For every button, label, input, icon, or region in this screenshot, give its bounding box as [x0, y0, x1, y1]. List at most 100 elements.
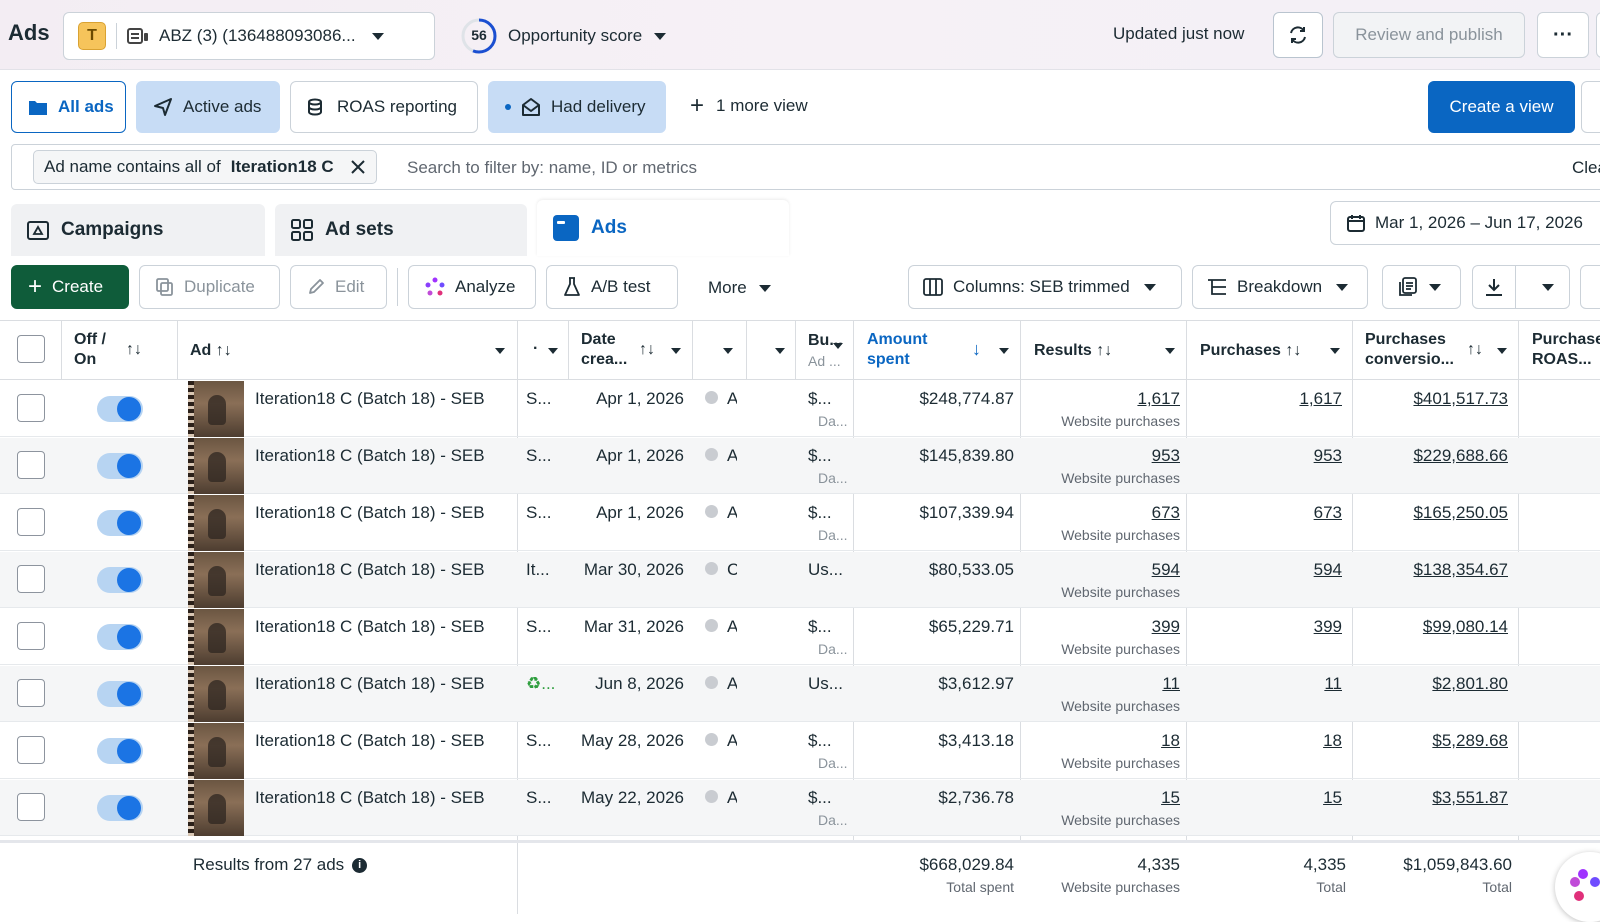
purchases-conversion-value[interactable]: $401,517.73 [1413, 389, 1508, 408]
purchases-value[interactable]: 673 [1313, 503, 1342, 522]
ad-thumbnail[interactable] [188, 381, 244, 437]
purchases-conversion-value[interactable]: $165,250.05 [1413, 503, 1508, 522]
opportunity-score-dropdown[interactable]: Opportunity score [508, 26, 667, 46]
table-row[interactable]: Iteration18 C (Batch 18) - SEB S... May 28… [0, 723, 1600, 779]
header-ad[interactable]: Ad ↑↓ [190, 341, 232, 361]
row-checkbox[interactable] [17, 679, 45, 707]
results-value[interactable]: 18 [1161, 731, 1180, 750]
purchases-value[interactable]: 15 [1323, 788, 1342, 807]
ad-name-link[interactable]: Iteration18 C (Batch 18) - SEB [255, 788, 485, 807]
view-had-delivery[interactable]: Had delivery [488, 81, 666, 133]
export-button-group[interactable] [1472, 265, 1570, 309]
close-icon[interactable] [350, 159, 366, 175]
account-selector[interactable]: T ABZ (3) (136488093086... [63, 12, 435, 60]
export-options-button[interactable] [1526, 283, 1569, 291]
purchases-conversion-value[interactable]: $138,354.67 [1413, 560, 1508, 579]
views-overflow-button[interactable] [1581, 81, 1600, 133]
purchases-conversion-value[interactable]: $5,289.68 [1432, 731, 1508, 750]
row-checkbox[interactable] [17, 565, 45, 593]
clear-filters-link[interactable]: Clea [1572, 158, 1600, 177]
header-purchases-conversion[interactable]: Purchases conversio... [1365, 330, 1454, 370]
ad-name-link[interactable]: Iteration18 C (Batch 18) - SEB [255, 617, 485, 636]
date-range-picker[interactable]: Mar 1, 2026 – Jun 17, 2026 [1330, 201, 1600, 245]
chevron-down-icon[interactable] [1497, 348, 1507, 354]
table-row[interactable]: Iteration18 C (Batch 18) - SEB S... May 22… [0, 780, 1600, 836]
sort-icon[interactable]: ↑↓ [639, 341, 655, 358]
row-checkbox[interactable] [17, 622, 45, 650]
chevron-down-icon[interactable] [723, 348, 733, 354]
chevron-down-icon[interactable] [999, 348, 1009, 354]
ad-thumbnail[interactable] [188, 609, 244, 665]
purchases-conversion-value[interactable]: $2,801.80 [1432, 674, 1508, 693]
chevron-down-icon[interactable] [1330, 348, 1340, 354]
columns-dropdown[interactable]: Columns: SEB trimmed [908, 265, 1182, 309]
ad-name-link[interactable]: Iteration18 C (Batch 18) - SEB [255, 674, 485, 693]
create-view-button[interactable]: Create a view [1428, 81, 1575, 133]
more-views-button[interactable]: + 1 more view [690, 94, 808, 118]
sort-icon[interactable]: ↑↓ [126, 341, 142, 358]
purchases-value[interactable]: 1,617 [1299, 389, 1342, 408]
header-off-on[interactable]: Off / On [74, 330, 106, 370]
filter-search-input[interactable]: Search to filter by: name, ID or metrics [407, 158, 698, 177]
chevron-down-icon[interactable] [671, 348, 681, 354]
results-value[interactable]: 953 [1151, 446, 1180, 465]
ad-status-toggle[interactable] [97, 396, 143, 422]
view-active-ads[interactable]: Active ads [136, 81, 280, 133]
row-checkbox[interactable] [17, 793, 45, 821]
purchases-conversion-value[interactable]: $229,688.66 [1413, 446, 1508, 465]
tab-ads[interactable]: Ads [537, 200, 789, 256]
more-actions-dropdown[interactable]: More [708, 278, 771, 298]
ad-thumbnail[interactable] [188, 780, 244, 836]
filter-chip[interactable]: Ad name contains all of Iteration18 C [33, 150, 377, 184]
table-row[interactable]: Iteration18 C (Batch 18) - SEB S... Mar 31… [0, 609, 1600, 665]
row-checkbox[interactable] [17, 508, 45, 536]
ad-name-link[interactable]: Iteration18 C (Batch 18) - SEB [255, 446, 485, 465]
row-checkbox[interactable] [17, 736, 45, 764]
header-date-created[interactable]: Date crea... [581, 330, 627, 370]
chevron-down-icon[interactable] [1165, 348, 1175, 354]
results-value[interactable]: 15 [1161, 788, 1180, 807]
ad-name-link[interactable]: Iteration18 C (Batch 18) - SEB [255, 389, 485, 408]
ad-status-toggle[interactable] [97, 681, 143, 707]
purchases-value[interactable]: 11 [1324, 674, 1342, 693]
info-icon[interactable]: i [352, 857, 368, 873]
breakdown-dropdown[interactable]: Breakdown [1192, 265, 1368, 309]
select-all-checkbox[interactable] [17, 335, 45, 363]
purchases-value[interactable]: 399 [1313, 617, 1342, 636]
purchases-value[interactable]: 953 [1313, 446, 1342, 465]
tab-ad-sets[interactable]: Ad sets [275, 204, 527, 256]
header-col-truncated[interactable]: · [533, 340, 539, 357]
duplicate-button[interactable]: Duplicate [139, 265, 280, 309]
table-row[interactable]: Iteration18 C (Batch 18) - SEB S... Apr 1,… [0, 438, 1600, 494]
header-amount-spent[interactable]: Amount spent [867, 330, 927, 370]
header-purchases[interactable]: Purchases ↑↓ [1200, 341, 1301, 361]
ad-name-link[interactable]: Iteration18 C (Batch 18) - SEB [255, 560, 485, 579]
create-button[interactable]: + Create [11, 265, 129, 309]
reports-dropdown[interactable] [1382, 265, 1461, 309]
header-results[interactable]: Results ↑↓ [1034, 341, 1112, 361]
download-button[interactable] [1473, 266, 1517, 308]
ad-status-toggle[interactable] [97, 795, 143, 821]
toolbar-overflow-button[interactable] [1580, 265, 1600, 309]
purchases-value[interactable]: 594 [1313, 560, 1342, 579]
ad-status-toggle[interactable] [97, 567, 143, 593]
purchases-conversion-value[interactable]: $3,551.87 [1432, 788, 1508, 807]
results-value[interactable]: 11 [1162, 674, 1180, 693]
results-value[interactable]: 673 [1151, 503, 1180, 522]
table-row[interactable]: Iteration18 C (Batch 18) - SEB S... Apr 1,… [0, 381, 1600, 437]
review-publish-button[interactable]: Review and publish [1333, 12, 1525, 58]
overflow-button[interactable] [1596, 12, 1600, 58]
purchases-conversion-value[interactable]: $99,080.14 [1422, 617, 1508, 636]
opportunity-gauge[interactable]: 56 [460, 17, 498, 55]
ad-thumbnail[interactable] [188, 723, 244, 779]
sort-desc-icon[interactable]: ↓ [972, 339, 981, 359]
analyze-button[interactable]: Analyze [408, 265, 536, 309]
refresh-button[interactable] [1273, 12, 1323, 58]
ad-thumbnail[interactable] [188, 666, 244, 722]
chevron-down-icon[interactable] [548, 348, 558, 354]
results-value[interactable]: 1,617 [1137, 389, 1180, 408]
more-options-button[interactable]: ··· [1537, 12, 1589, 58]
header-budget[interactable]: Bu... Ad ... [808, 331, 844, 371]
results-value[interactable]: 594 [1151, 560, 1180, 579]
chevron-down-icon[interactable] [833, 343, 843, 349]
